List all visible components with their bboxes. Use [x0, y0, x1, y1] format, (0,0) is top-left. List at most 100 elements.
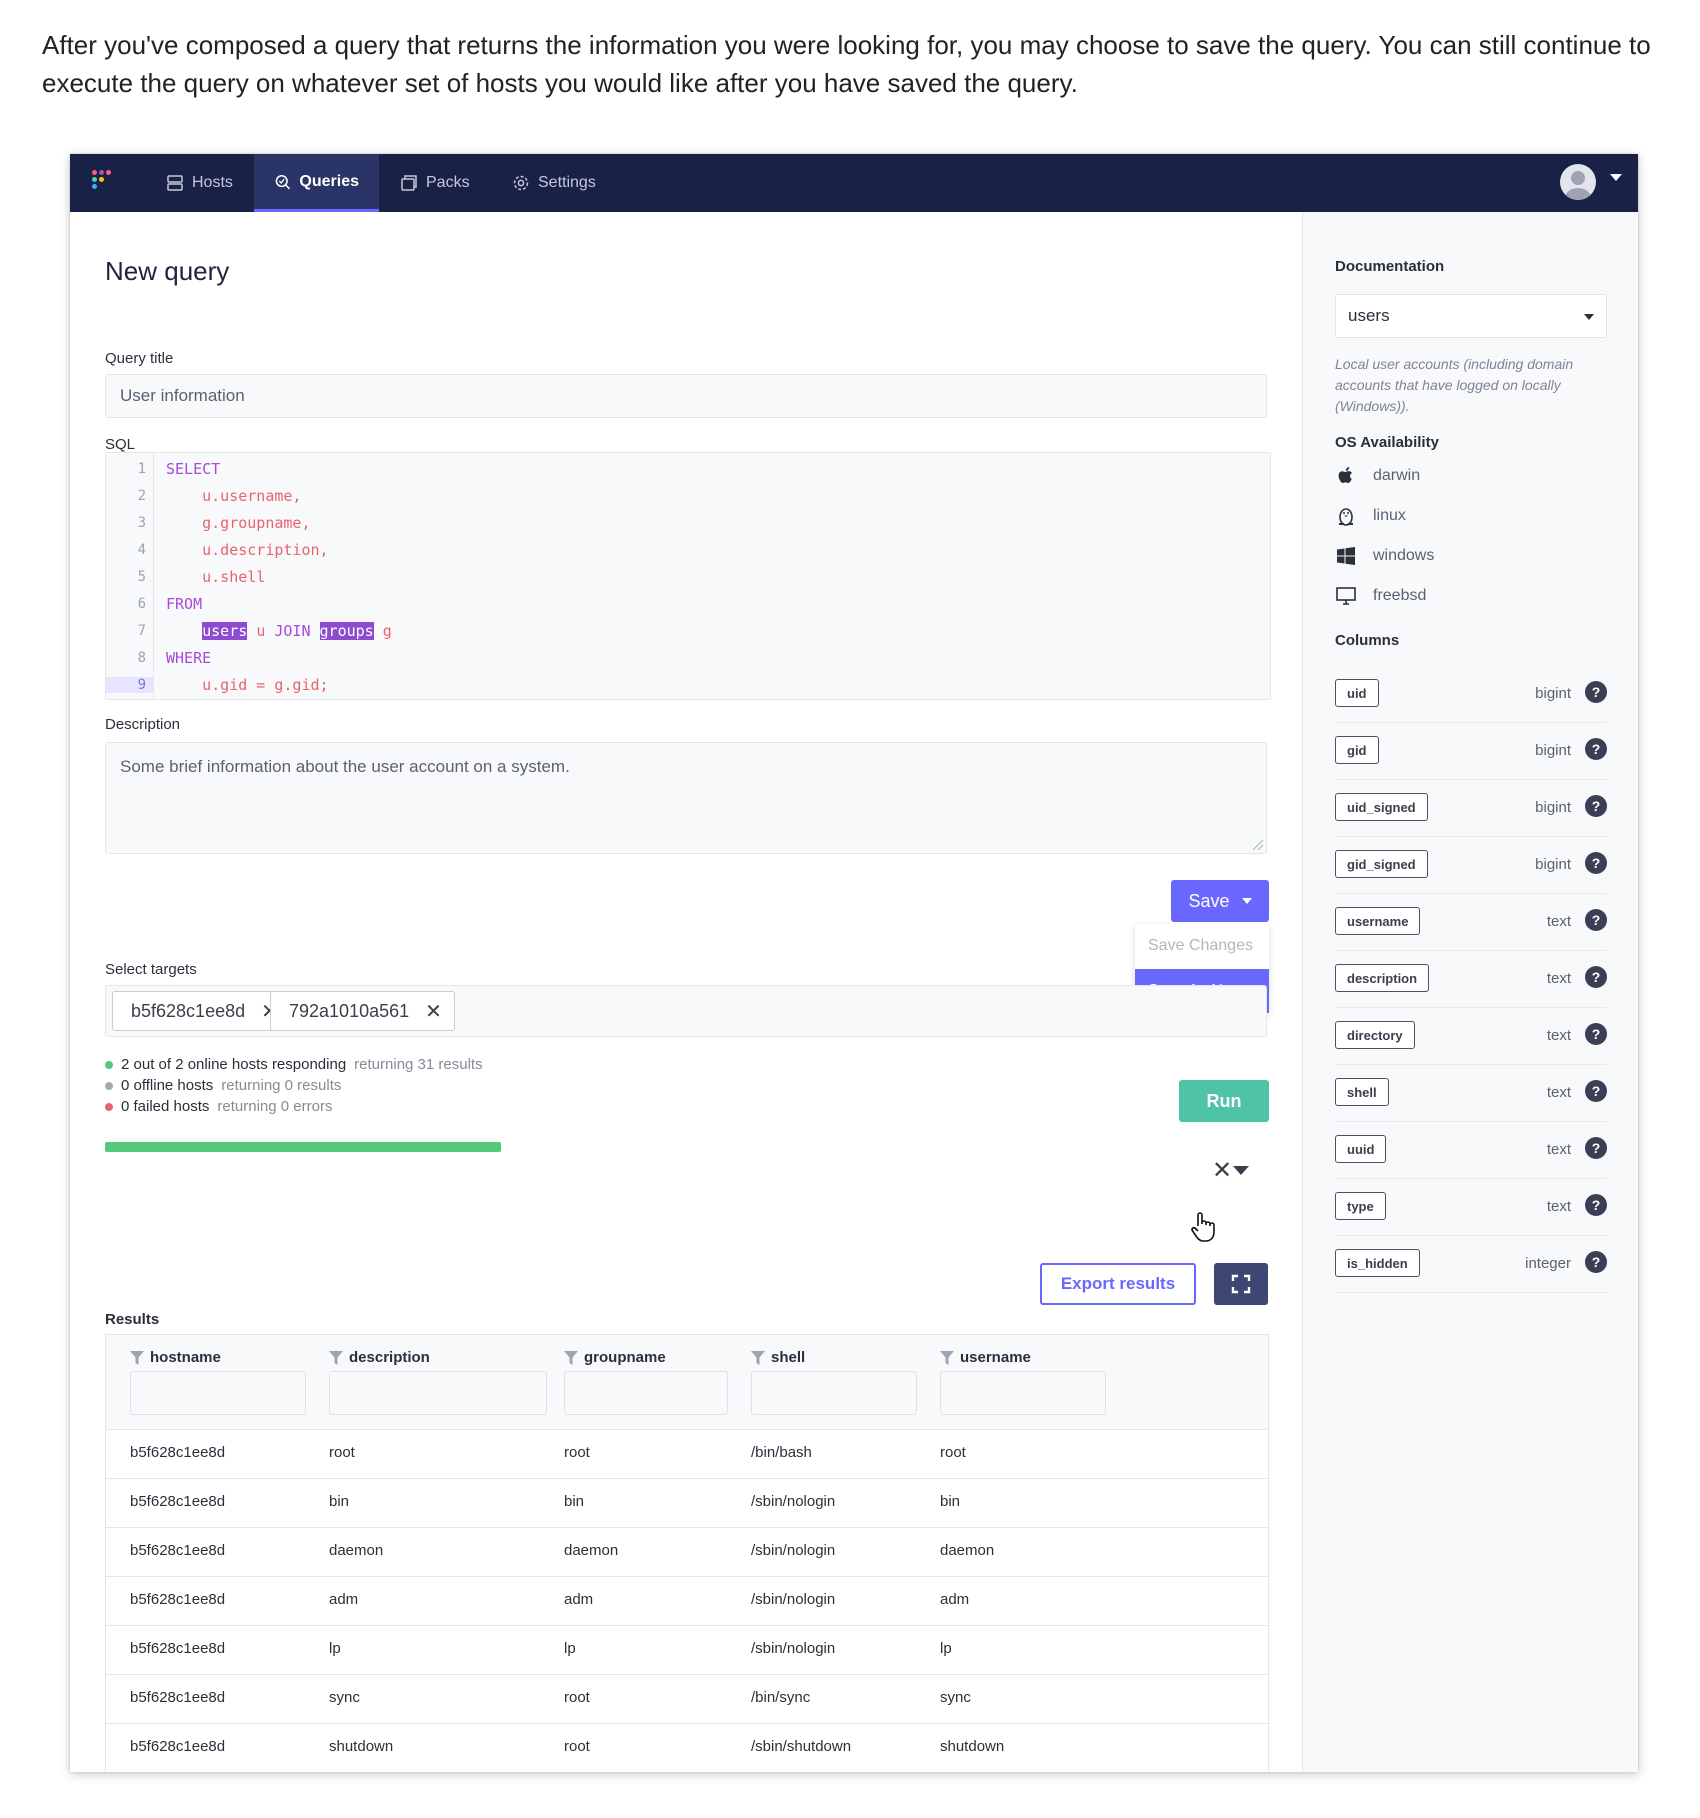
help-icon[interactable]: ?: [1585, 909, 1607, 931]
table-cell: root: [564, 1444, 590, 1461]
table-cell: /bin/bash: [751, 1444, 812, 1461]
description-textarea[interactable]: Some brief information about the user ac…: [105, 742, 1267, 854]
column-header[interactable]: shell: [751, 1349, 805, 1366]
nav-packs[interactable]: Packs: [380, 154, 490, 212]
os-item-linux: linux: [1335, 505, 1406, 527]
column-row: username text?: [1335, 893, 1607, 951]
column-header[interactable]: groupname: [564, 1349, 666, 1366]
page-title: New query: [105, 256, 230, 286]
filter-input-username[interactable]: [940, 1371, 1106, 1415]
table-cell: root: [564, 1689, 590, 1706]
help-icon[interactable]: ?: [1585, 1023, 1607, 1045]
help-icon[interactable]: ?: [1585, 1080, 1607, 1102]
column-row: description text?: [1335, 950, 1607, 1008]
description-label: Description: [105, 716, 181, 733]
fullscreen-button[interactable]: [1214, 1263, 1268, 1305]
chevron-down-icon[interactable]: [1610, 174, 1622, 181]
query-editor-panel: New query Query title User information S…: [70, 212, 1302, 1772]
column-name-tag[interactable]: gid_signed: [1335, 850, 1428, 878]
filter-input-groupname[interactable]: [564, 1371, 728, 1415]
os-item-label: linux: [1373, 507, 1406, 524]
export-results-button[interactable]: Export results: [1040, 1263, 1196, 1305]
columns-heading: Columns: [1335, 632, 1400, 649]
linux-icon: [1339, 508, 1353, 526]
table-select-value: users: [1348, 306, 1390, 325]
line-number: 6: [137, 596, 146, 612]
query-title-input[interactable]: User information: [105, 374, 1267, 418]
run-button[interactable]: Run: [1179, 1080, 1269, 1122]
save-changes-item[interactable]: Save Changes: [1148, 937, 1253, 954]
expand-icon: [1231, 1274, 1251, 1294]
column-name-tag[interactable]: type: [1335, 1192, 1386, 1220]
nav-hosts[interactable]: Hosts: [146, 154, 253, 212]
results-label: Results: [105, 1311, 160, 1328]
help-icon[interactable]: ?: [1585, 966, 1607, 988]
table-cell: lp: [329, 1640, 341, 1657]
help-icon[interactable]: ?: [1585, 681, 1607, 703]
table-select[interactable]: users: [1335, 294, 1607, 338]
filter-input-hostname[interactable]: [130, 1371, 306, 1415]
help-icon[interactable]: ?: [1585, 1194, 1607, 1216]
filter-icon: [940, 1350, 954, 1365]
filter-input-shell[interactable]: [751, 1371, 917, 1415]
status-failed-main: 0 failed hosts: [121, 1098, 210, 1115]
fleet-logo[interactable]: [92, 170, 118, 196]
help-icon[interactable]: ?: [1585, 795, 1607, 817]
line-number: 8: [137, 650, 146, 666]
column-header-label: groupname: [584, 1349, 666, 1366]
column-type: bigint: [1535, 856, 1571, 873]
sql-editor[interactable]: 1 2 3 4 5 6 7 8 9 SELECT u.username, g.g…: [105, 452, 1271, 700]
code-line: SELECT: [166, 460, 221, 478]
column-type: bigint: [1535, 799, 1571, 816]
target-chip[interactable]: 792a1010a561 ✕: [270, 991, 455, 1031]
column-name-tag[interactable]: shell: [1335, 1078, 1389, 1106]
results-progress-bar: [105, 1142, 501, 1152]
table-cell: daemon: [329, 1542, 384, 1559]
column-type: text: [1546, 1084, 1571, 1101]
table-cell: shutdown: [940, 1738, 1005, 1755]
chevron-down-icon[interactable]: [1233, 1166, 1249, 1175]
status-offline: 0 offline hosts returning 0 results: [105, 1077, 341, 1094]
resize-handle[interactable]: [1253, 840, 1263, 850]
chevron-down-icon: [1241, 898, 1252, 904]
status-offline-sub: returning 0 results: [221, 1077, 342, 1094]
save-button-label: Save: [1188, 890, 1230, 911]
close-icon[interactable]: ✕: [425, 1000, 442, 1023]
nav-settings[interactable]: Settings: [492, 154, 616, 212]
column-name-tag[interactable]: uuid: [1335, 1135, 1387, 1163]
status-dot: [105, 1060, 113, 1069]
clear-targets-icon[interactable]: ✕: [1212, 1157, 1233, 1184]
column-header-label: description: [349, 1349, 430, 1366]
help-icon[interactable]: ?: [1585, 1251, 1607, 1273]
column-header[interactable]: hostname: [130, 1349, 221, 1366]
column-name-tag[interactable]: directory: [1335, 1021, 1415, 1049]
user-avatar[interactable]: [1560, 164, 1596, 200]
table-cell: bin: [564, 1493, 585, 1510]
status-offline-main: 0 offline hosts: [121, 1077, 214, 1094]
help-icon[interactable]: ?: [1585, 852, 1607, 874]
column-name-tag[interactable]: gid: [1335, 736, 1379, 764]
status-dot: [105, 1081, 113, 1090]
column-name-tag[interactable]: description: [1335, 964, 1430, 992]
target-chip-label: 792a1010a561: [289, 1000, 410, 1021]
table-row: b5f628c1ee8d sync root/bin/sync sync: [106, 1674, 1268, 1724]
column-name-tag[interactable]: is_hidden: [1335, 1249, 1420, 1277]
help-icon[interactable]: ?: [1585, 1137, 1607, 1159]
column-header[interactable]: description: [329, 1349, 430, 1366]
column-type: bigint: [1535, 685, 1571, 702]
filter-input-description[interactable]: [329, 1371, 547, 1415]
column-header[interactable]: username: [940, 1349, 1031, 1366]
column-row: gid_signed bigint?: [1335, 836, 1607, 894]
save-button[interactable]: Save: [1171, 880, 1269, 922]
code-line: g.groupname,: [166, 514, 311, 532]
column-name-tag[interactable]: uid_signed: [1335, 793, 1428, 821]
column-type: text: [1546, 1141, 1571, 1158]
targets-select[interactable]: b5f628c1ee8d ✕ 792a1010a561 ✕: [105, 985, 1267, 1037]
column-row: is_hidden integer?: [1335, 1235, 1607, 1293]
help-icon[interactable]: ?: [1585, 738, 1607, 760]
column-name-tag[interactable]: uid: [1335, 679, 1379, 707]
target-chip[interactable]: b5f628c1ee8d ✕: [112, 991, 291, 1031]
nav-queries[interactable]: Queries: [254, 154, 379, 212]
column-name-tag[interactable]: username: [1335, 907, 1421, 935]
table-cell: adm: [329, 1591, 359, 1608]
